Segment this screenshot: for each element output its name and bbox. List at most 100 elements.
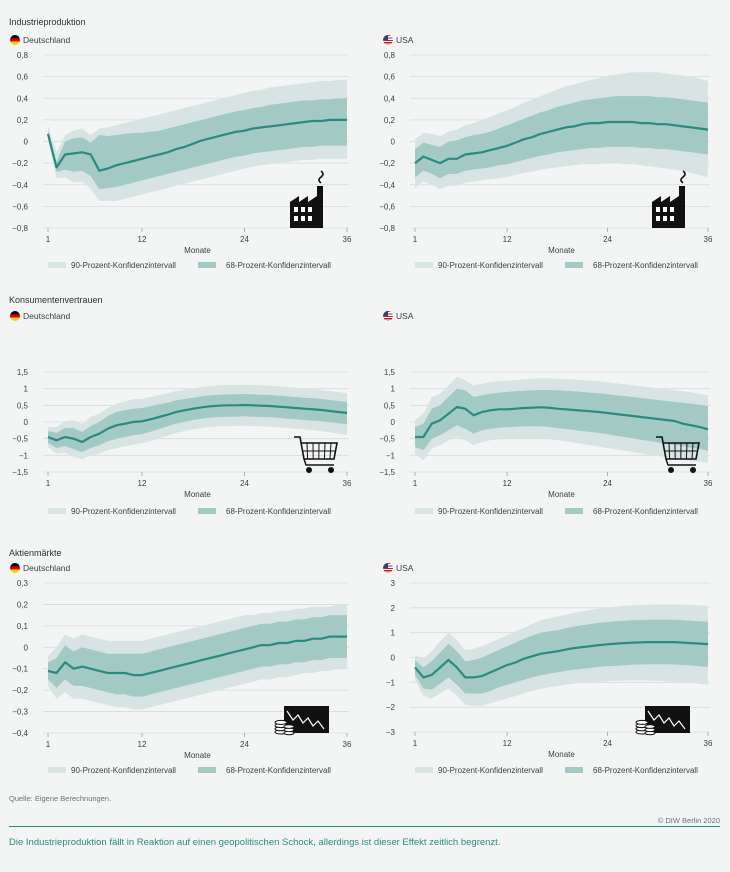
y-tick-label: 0 [391,654,396,663]
section-title-konsumentenvertrauen: Konsumentenvertrauen [9,295,103,305]
y-tick-label: −2 [386,703,396,712]
x-tick-label: 24 [603,479,612,488]
x-tick-label: 12 [138,740,147,749]
x-tick-label: 1 [413,739,418,748]
section-title-aktienmaerkte: Aktienmärkte [9,548,62,558]
country-label: USA [383,563,413,573]
figure-caption: Die Industrieproduktion fällt in Reaktio… [9,837,501,848]
y-tick-label: −1 [386,678,396,687]
legend-label-ci90: 90-Prozent-Konfidenzintervall [71,507,176,516]
us-flag-icon [383,35,393,45]
y-tick-label: 0,2 [17,116,29,125]
x-tick-label: 24 [240,740,249,749]
source-note: Quelle: Eigene Berechnungen. [9,794,112,803]
x-tick-label: 24 [240,479,249,488]
y-tick-label: −0,6 [12,202,28,211]
legend-swatch-ci68 [198,508,216,514]
y-tick-label: 0,3 [17,579,29,588]
legend-label-ci68: 68-Prozent-Konfidenzintervall [593,766,698,775]
y-tick-label: 0,6 [384,73,396,82]
chart-panel-5: 3 2 1 0 −1 −2 −3 1 12 24 36 Monate 90-Prozent-Konfid… [386,579,713,775]
x-axis-label: Monate [548,246,575,255]
x-tick-label: 1 [46,740,51,749]
x-tick-label: 12 [138,235,147,244]
legend-label-ci90: 90-Prozent-Konfidenzintervall [71,261,176,270]
y-tick-label: 0,1 [17,622,29,631]
y-tick-label: −0,4 [12,729,28,738]
legend-swatch-ci90 [415,767,433,773]
impulse-response-line [46,118,347,172]
legend-swatch-ci90 [415,262,433,268]
ci68-band [415,388,708,451]
x-axis-label: Monate [184,490,211,499]
y-tick-label: 1 [391,385,396,394]
shopping-cart-icon [656,436,700,473]
country-label: Deutschland [10,563,70,573]
country-label: Deutschland [10,311,70,321]
x-tick-label: 1 [46,479,51,488]
y-tick-label: 0 [391,138,396,147]
german-flag-icon [10,35,20,45]
x-axis-label: Monate [184,246,211,255]
legend-label-ci68: 68-Prozent-Konfidenzintervall [226,261,331,270]
ci68-band [48,98,347,190]
legend-label-ci68: 68-Prozent-Konfidenzintervall [593,507,698,516]
x-tick-label: 1 [413,479,418,488]
y-tick-label: 1,5 [17,368,29,377]
impulse-response-line [47,635,347,677]
chart-panel-2: 1,5 1 0,5 0 −0,5 −1 −1,5 1 12 24 36 Monate 90-Prozen… [12,368,352,516]
country-name: Deutschland [23,563,71,573]
country-name: Deutschland [23,311,71,321]
legend-swatch-ci90 [48,508,66,514]
legend-swatch-ci68 [565,767,583,773]
y-tick-label: −0,2 [12,686,28,695]
y-tick-label: 0 [24,643,29,652]
y-tick-label: 1,5 [384,368,396,377]
x-axis-label: Monate [184,751,211,760]
y-tick-label: 0,2 [17,600,29,609]
y-tick-label: −0,3 [12,708,28,717]
chart-panel-4: 0,3 0,2 0,1 0 −0,1 −0,2 −0,3 −0,4 1 12 24 36 Monate 9… [12,579,352,775]
impulse-response-line [414,641,709,679]
chart-panel-3: 1,5 1 0,5 0 −0,5 −1 −1,5 1 12 24 36 Monate 90-Prozen… [379,368,713,516]
country-label: USA [383,311,413,321]
x-tick-label: 12 [503,235,512,244]
x-tick-label: 36 [704,739,713,748]
impulse-response-line [47,403,348,444]
stock-market-icon [635,706,690,736]
y-tick-label: −0,6 [379,202,395,211]
country-label: USA [383,35,413,45]
y-tick-label: −0,8 [12,224,28,233]
y-tick-label: −3 [386,728,396,737]
y-tick-label: 1 [391,629,396,638]
country-name: USA [396,35,414,45]
x-tick-label: 24 [603,739,612,748]
chart-panel-0: 0,8 0,6 0,4 0,2 0 −0,2 −0,4 −0,6 −0,8 1 12 24 36 Mona… [12,51,352,270]
y-tick-label: −1,5 [379,468,395,477]
x-tick-label: 12 [503,739,512,748]
legend-swatch-ci68 [198,767,216,773]
y-tick-label: 2 [391,604,396,613]
legend-label-ci68: 68-Prozent-Konfidenzintervall [593,261,698,270]
y-tick-label: −0,4 [12,181,28,190]
x-axis-label: Monate [548,490,575,499]
section-title-industrieproduktion: Industrieproduktion [9,17,86,27]
legend-swatch-ci68 [565,508,583,514]
ci68-band [48,615,347,697]
y-tick-label: 0,4 [384,94,396,103]
y-tick-label: −0,4 [379,181,395,190]
legend-label-ci90: 90-Prozent-Konfidenzintervall [438,507,543,516]
y-tick-label: −0,5 [379,435,395,444]
legend-swatch-ci90 [48,767,66,773]
y-tick-label: 0 [391,418,396,427]
x-tick-label: 1 [46,235,51,244]
legend-label-ci68: 68-Prozent-Konfidenzintervall [226,507,331,516]
copyright: © DIW Berlin 2020 [657,816,720,825]
country-name: Deutschland [23,35,71,45]
country-label: Deutschland [10,35,70,45]
legend-label-ci90: 90-Prozent-Konfidenzintervall [438,766,543,775]
legend-swatch-ci90 [415,508,433,514]
y-tick-label: −0,5 [12,435,28,444]
stock-market-icon [274,706,329,736]
